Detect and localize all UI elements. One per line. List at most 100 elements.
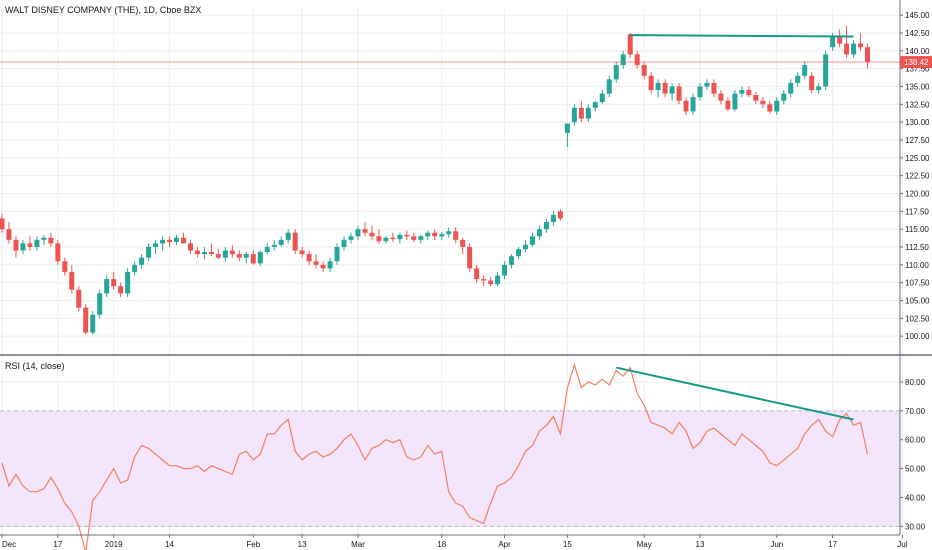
candle[interactable] xyxy=(641,61,647,80)
candle[interactable] xyxy=(753,92,759,105)
candle[interactable] xyxy=(348,232,354,244)
candle[interactable] xyxy=(599,90,605,105)
candle[interactable] xyxy=(180,232,186,244)
candle[interactable] xyxy=(6,222,12,244)
candle[interactable] xyxy=(606,75,612,98)
candle[interactable] xyxy=(557,209,563,221)
candle[interactable] xyxy=(104,275,110,297)
candle[interactable] xyxy=(578,100,584,123)
candle[interactable] xyxy=(90,311,96,335)
candle[interactable] xyxy=(376,229,382,244)
candle[interactable] xyxy=(299,246,305,258)
candle[interactable] xyxy=(327,257,333,272)
candle[interactable] xyxy=(697,82,703,101)
candle[interactable] xyxy=(292,229,298,255)
candle[interactable] xyxy=(153,239,159,255)
candle[interactable] xyxy=(481,275,487,287)
candle[interactable] xyxy=(69,264,75,294)
candle[interactable] xyxy=(397,232,403,244)
candle[interactable] xyxy=(725,97,731,112)
candle[interactable] xyxy=(613,61,619,83)
candle[interactable] xyxy=(571,104,577,126)
candle[interactable] xyxy=(418,234,424,244)
candle[interactable] xyxy=(620,50,626,69)
candle[interactable] xyxy=(271,239,277,251)
candle[interactable] xyxy=(146,243,152,262)
candle[interactable] xyxy=(453,227,459,244)
candle[interactable] xyxy=(865,43,871,69)
candle[interactable] xyxy=(341,236,347,251)
candle[interactable] xyxy=(174,234,179,245)
candle[interactable] xyxy=(446,227,452,238)
candle[interactable] xyxy=(369,225,375,240)
candle[interactable] xyxy=(243,251,249,264)
price-axis[interactable]: 100.00 102.50 105.00 107.50 110.00 112.50 115.… xyxy=(900,11,930,341)
candle[interactable] xyxy=(118,282,124,297)
candle[interactable] xyxy=(585,104,591,123)
candle[interactable] xyxy=(229,244,235,258)
candle[interactable] xyxy=(467,243,473,272)
candle[interactable] xyxy=(648,72,654,94)
candle[interactable] xyxy=(383,236,389,244)
time-axis[interactable]: Dec 17 2019 14 Feb 13 Mar 18 Apr 15 May 13 Jun 17 Jul xyxy=(1,535,908,549)
candle[interactable] xyxy=(816,82,822,94)
candle[interactable] xyxy=(55,239,61,265)
candle[interactable] xyxy=(285,229,291,244)
candle[interactable] xyxy=(160,236,166,251)
candle[interactable] xyxy=(564,123,570,148)
candle[interactable] xyxy=(732,90,738,112)
candle[interactable] xyxy=(509,254,515,269)
candle[interactable] xyxy=(278,236,284,247)
candle[interactable] xyxy=(34,236,40,251)
candle[interactable] xyxy=(13,236,19,258)
candle[interactable] xyxy=(592,100,598,112)
candle[interactable] xyxy=(222,246,228,262)
candle[interactable] xyxy=(781,90,787,105)
candle[interactable] xyxy=(550,211,556,226)
candle[interactable] xyxy=(488,276,494,287)
candle[interactable] xyxy=(711,79,717,98)
candle[interactable] xyxy=(48,232,54,247)
candle[interactable] xyxy=(627,32,633,58)
candle[interactable] xyxy=(411,232,417,242)
candle[interactable] xyxy=(20,239,26,255)
rsi-trendline[interactable] xyxy=(616,366,854,421)
candle[interactable] xyxy=(523,239,528,252)
price-trendline[interactable] xyxy=(630,34,854,38)
candle[interactable] xyxy=(132,261,138,276)
candle[interactable] xyxy=(201,246,207,260)
candle[interactable] xyxy=(439,232,445,240)
candle[interactable] xyxy=(194,246,200,258)
candle[interactable] xyxy=(495,271,501,287)
candle[interactable] xyxy=(718,90,724,105)
candle[interactable] xyxy=(0,213,5,233)
candle[interactable] xyxy=(460,237,466,255)
candle[interactable] xyxy=(634,50,640,69)
candle[interactable] xyxy=(111,271,117,290)
candle[interactable] xyxy=(543,218,549,233)
candle[interactable] xyxy=(851,40,857,58)
candle[interactable] xyxy=(795,72,801,87)
candle[interactable] xyxy=(655,79,661,98)
candle[interactable] xyxy=(760,97,766,108)
candle[interactable] xyxy=(139,254,145,269)
candle[interactable] xyxy=(802,61,808,80)
candle[interactable] xyxy=(536,225,542,240)
candle[interactable] xyxy=(390,232,396,242)
rsi-axis[interactable]: 30.00 40.00 50.00 60.00 70.00 80.00 xyxy=(900,378,926,531)
candle[interactable] xyxy=(739,86,745,98)
candle[interactable] xyxy=(76,286,82,312)
candle[interactable] xyxy=(474,264,480,283)
candle[interactable] xyxy=(264,243,270,255)
candle[interactable] xyxy=(502,261,508,280)
candle[interactable] xyxy=(844,25,850,58)
candle[interactable] xyxy=(690,93,696,116)
candle[interactable] xyxy=(676,82,682,105)
candle[interactable] xyxy=(62,257,68,276)
candle[interactable] xyxy=(669,82,675,101)
candle[interactable] xyxy=(257,250,263,267)
candle[interactable] xyxy=(208,243,214,257)
candle[interactable] xyxy=(432,229,438,240)
candle[interactable] xyxy=(425,230,431,240)
candle[interactable] xyxy=(97,289,103,319)
